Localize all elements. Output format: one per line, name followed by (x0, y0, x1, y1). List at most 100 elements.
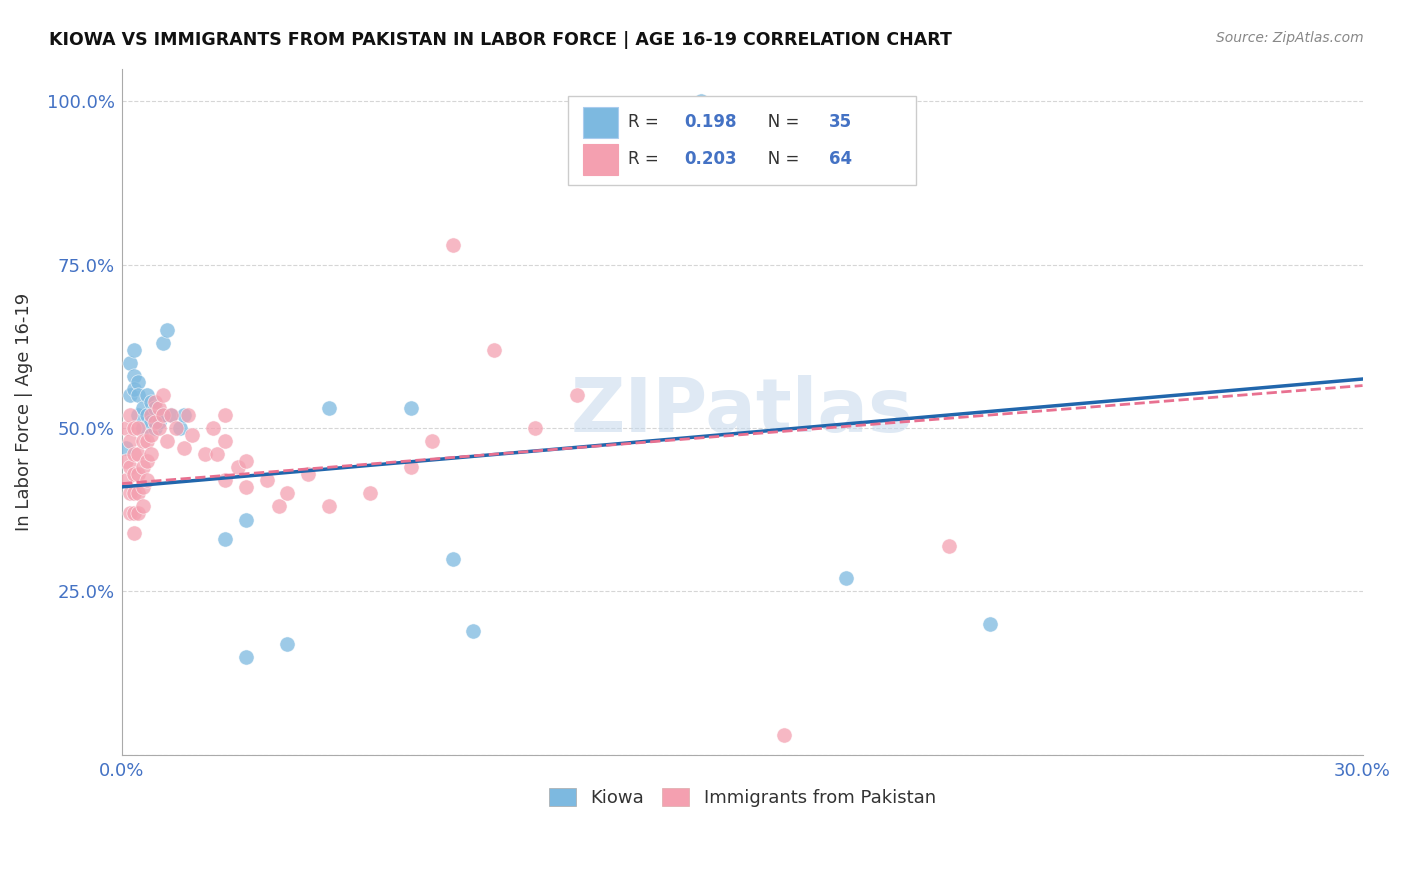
Point (131, 434, 153, 449)
Point (214, 434, 236, 449)
Point (359, 486, 381, 500)
Text: 35: 35 (830, 113, 852, 131)
Point (834, 571, 856, 585)
Point (120, 460, 142, 475)
Point (276, 486, 298, 500)
Point (193, 447, 215, 461)
Point (131, 500, 153, 514)
Point (127, 408, 149, 422)
Point (205, 447, 228, 461)
Point (979, 617, 1001, 632)
Point (148, 421, 170, 435)
Point (122, 368, 145, 383)
Point (441, 551, 464, 566)
Point (226, 460, 249, 475)
Point (135, 388, 157, 402)
Point (463, 624, 485, 638)
Point (156, 323, 179, 337)
Point (122, 382, 145, 396)
Point (135, 474, 157, 488)
Point (120, 388, 142, 402)
Point (120, 506, 142, 520)
Text: 0.203: 0.203 (683, 150, 737, 168)
Point (160, 408, 183, 422)
Point (122, 421, 145, 435)
FancyBboxPatch shape (583, 144, 619, 175)
Point (120, 356, 142, 370)
Point (297, 467, 319, 481)
Point (120, 486, 142, 500)
Point (169, 421, 191, 435)
Point (143, 395, 166, 409)
Point (139, 447, 162, 461)
Point (420, 434, 443, 449)
Legend: Kiowa, Immigrants from Pakistan: Kiowa, Immigrants from Pakistan (541, 780, 943, 814)
Point (235, 454, 257, 468)
Text: ZIPatlas: ZIPatlas (571, 376, 914, 448)
Text: 0.198: 0.198 (683, 113, 737, 131)
Point (122, 525, 145, 540)
Point (524, 421, 547, 435)
Point (772, 728, 794, 742)
Point (152, 408, 174, 422)
Point (235, 480, 257, 494)
Point (131, 480, 153, 494)
Point (127, 467, 149, 481)
Point (139, 427, 162, 442)
Point (127, 388, 149, 402)
Point (143, 415, 166, 429)
Point (127, 421, 149, 435)
Point (131, 401, 153, 416)
Point (148, 401, 170, 416)
Point (152, 388, 174, 402)
Point (139, 415, 162, 429)
Point (122, 506, 145, 520)
Point (143, 421, 166, 435)
Point (938, 539, 960, 553)
Point (441, 238, 464, 252)
Point (267, 500, 290, 514)
Point (482, 343, 505, 357)
Point (122, 343, 145, 357)
Point (214, 408, 236, 422)
Point (127, 376, 149, 390)
Point (135, 408, 157, 422)
Point (131, 421, 153, 435)
Point (256, 474, 278, 488)
Text: N =: N = (752, 113, 804, 131)
Text: R =: R = (628, 150, 664, 168)
Point (115, 421, 138, 435)
Point (122, 467, 145, 481)
Text: R =: R = (628, 113, 664, 131)
Point (122, 447, 145, 461)
Point (139, 395, 162, 409)
Point (115, 474, 138, 488)
Point (152, 336, 174, 351)
Point (135, 454, 157, 468)
Point (120, 434, 142, 449)
Point (318, 401, 340, 416)
Point (120, 408, 142, 422)
Point (318, 500, 340, 514)
FancyBboxPatch shape (568, 96, 915, 186)
Point (565, 388, 588, 402)
Point (235, 649, 257, 664)
Point (135, 434, 157, 449)
Point (181, 427, 204, 442)
Y-axis label: In Labor Force | Age 16-19: In Labor Force | Age 16-19 (15, 293, 32, 531)
Point (143, 401, 166, 416)
Point (401, 401, 423, 416)
Text: 64: 64 (830, 150, 852, 168)
Point (276, 637, 298, 651)
Point (156, 434, 179, 449)
Point (165, 421, 187, 435)
Point (115, 441, 138, 455)
Point (214, 532, 236, 546)
Text: Source: ZipAtlas.com: Source: ZipAtlas.com (1216, 31, 1364, 45)
Point (177, 408, 200, 422)
Point (139, 408, 162, 422)
Point (122, 486, 145, 500)
Point (173, 408, 195, 422)
Point (127, 486, 149, 500)
Point (127, 506, 149, 520)
